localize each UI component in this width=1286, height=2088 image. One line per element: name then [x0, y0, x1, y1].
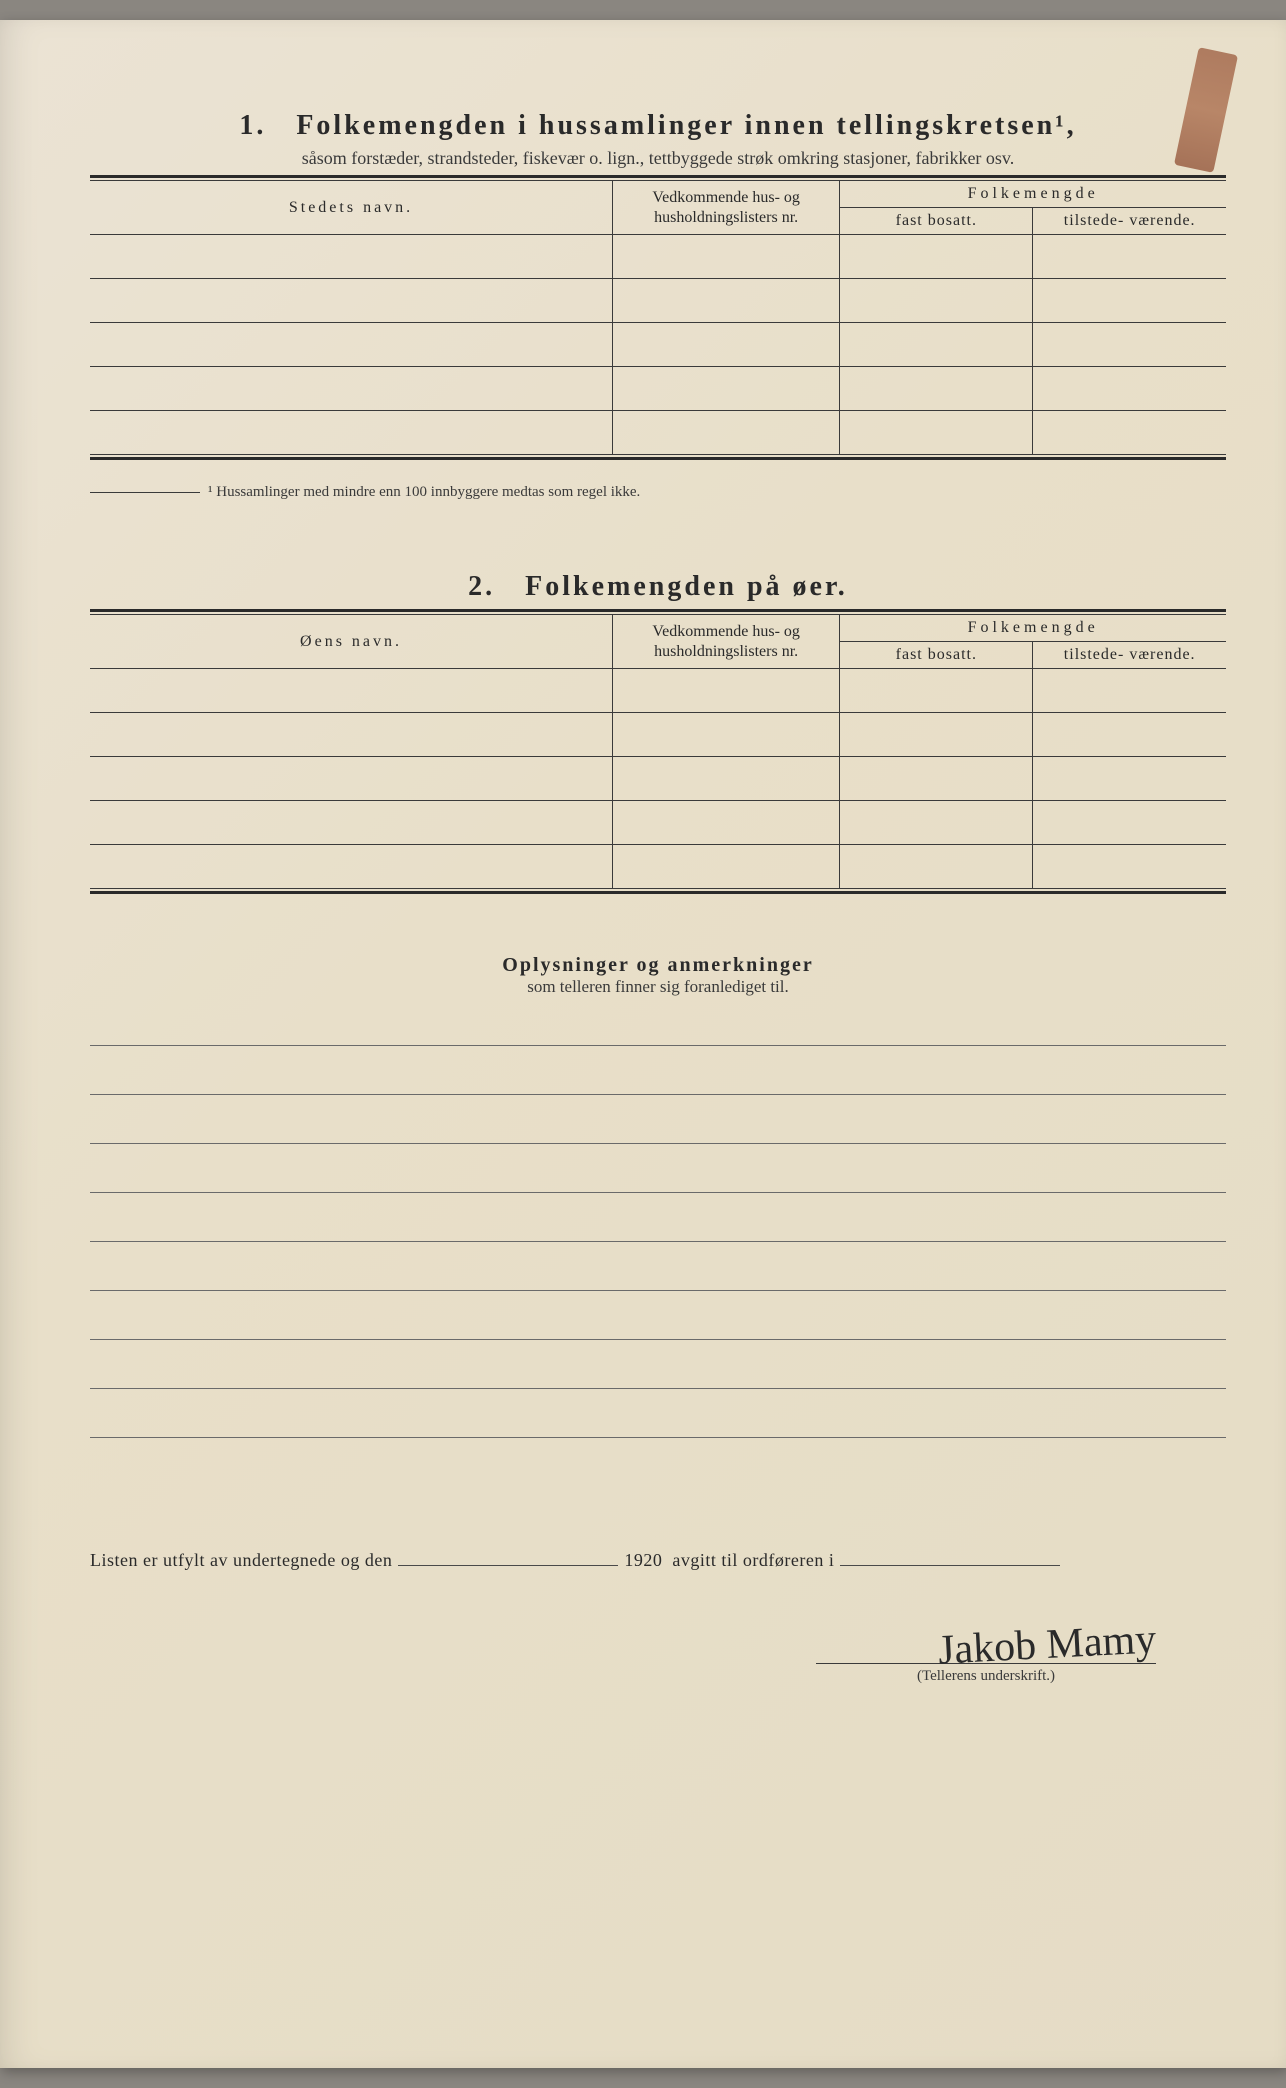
table2-body — [90, 669, 1226, 889]
note-line — [90, 1437, 1226, 1438]
section1-title-text: Folkemengden i hussamlinger innen tellin… — [296, 110, 1076, 141]
closing-part2: avgitt til ordføreren i — [672, 1550, 834, 1571]
divider — [90, 457, 1226, 460]
note-line — [90, 1143, 1226, 1144]
note-line — [90, 1094, 1226, 1095]
col-ref: Vedkommende hus- og husholdningslisters … — [613, 181, 840, 235]
note-line — [90, 1241, 1226, 1242]
closing-line: Listen er utfylt av undertegnede og den … — [90, 1548, 1226, 1571]
col-stedets-navn: Stedets navn. — [90, 181, 613, 235]
closing-part1: Listen er utfylt av undertegnede og den — [90, 1550, 392, 1571]
notes-title: Oplysninger og anmerkninger — [90, 954, 1226, 977]
signature-script: Jakob Mamy — [937, 1615, 1157, 1674]
footnote-section1: ¹ Hussamlinger med mindre enn 100 innbyg… — [90, 484, 1226, 501]
table1-body — [90, 235, 1226, 455]
table-hussamlinger: Stedets navn. Vedkommende hus- og hushol… — [90, 180, 1226, 455]
notes-subtitle: som telleren finner sig foranlediget til… — [90, 977, 1226, 997]
section2-number: 2. — [468, 571, 495, 602]
col-ref2: Vedkommende hus- og husholdningslisters … — [613, 615, 840, 669]
section1-title: 1. Folkemengden i hussamlinger innen tel… — [90, 110, 1226, 142]
blank-ordfoerer — [840, 1548, 1060, 1566]
section2-title: 2. Folkemengden på øer. — [90, 571, 1226, 603]
note-line — [90, 1290, 1226, 1291]
table-oer: Øens navn. Vedkommende hus- og husholdni… — [90, 614, 1226, 889]
divider — [90, 175, 1226, 178]
col-tilstede: tilstede- værende. — [1033, 208, 1226, 235]
note-line — [90, 1192, 1226, 1193]
section2-title-text: Folkemengden på øer. — [525, 571, 848, 602]
col-oens-navn: Øens navn. — [90, 615, 613, 669]
col-fast2: fast bosatt. — [840, 642, 1033, 669]
note-line — [90, 1388, 1226, 1389]
footnote-text: ¹ Hussamlinger med mindre enn 100 innbyg… — [208, 484, 640, 500]
blank-date — [398, 1548, 618, 1566]
divider — [90, 609, 1226, 612]
document-page: 1. Folkemengden i hussamlinger innen tel… — [0, 20, 1286, 2068]
col-tilstede2: tilstede- værende. — [1033, 642, 1226, 669]
signature-block: Jakob Mamy (Tellerens underskrift.) — [90, 1621, 1226, 1685]
col-folkemengde: Folkemengde — [840, 181, 1226, 208]
note-line — [90, 1045, 1226, 1046]
col-folkemengde2: Folkemengde — [840, 615, 1226, 642]
section1-subtitle: såsom forstæder, strandsteder, fiskevær … — [90, 148, 1226, 169]
section1-number: 1. — [239, 110, 266, 141]
col-fast: fast bosatt. — [840, 208, 1033, 235]
closing-year: 1920 — [624, 1550, 662, 1571]
divider — [90, 891, 1226, 894]
note-line — [90, 1339, 1226, 1340]
